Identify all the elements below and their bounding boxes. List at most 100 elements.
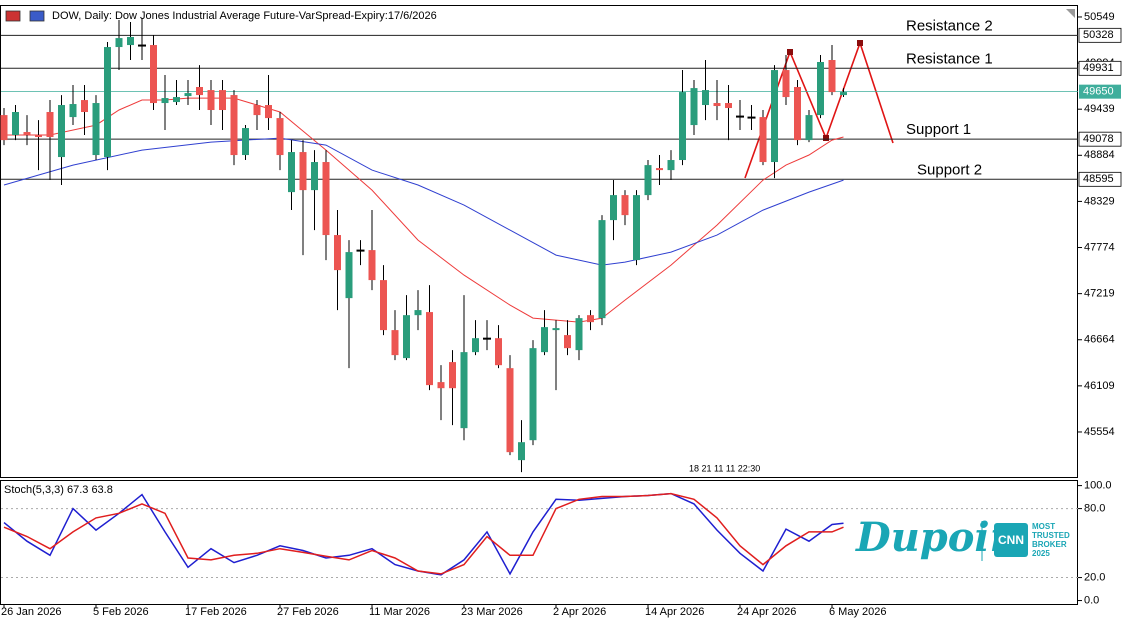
x-tick-label: 23 Mar 2026 bbox=[461, 606, 523, 618]
level-label: Resistance 1 bbox=[906, 50, 993, 67]
candle-body bbox=[69, 104, 77, 118]
candle-body bbox=[518, 442, 525, 461]
candle-body bbox=[345, 252, 353, 299]
x-tick-label: 14 Apr 2026 bbox=[645, 606, 704, 618]
candle-body bbox=[771, 70, 778, 163]
corner-marker bbox=[1066, 9, 1075, 18]
x-tick-label: 24 Apr 2026 bbox=[737, 606, 796, 618]
y-tick-label: 48884 bbox=[1084, 149, 1115, 161]
candle-body bbox=[633, 195, 640, 261]
candle-body bbox=[403, 315, 410, 359]
y-tick-label: 100.0 bbox=[1084, 480, 1112, 492]
stochastic-line bbox=[3, 492, 844, 575]
candle-body bbox=[713, 103, 721, 107]
candle-body bbox=[196, 87, 203, 96]
candle-body bbox=[242, 128, 249, 156]
candle-body bbox=[840, 92, 847, 96]
indicator-title: Stoch(5,3,3) 67.3 63.8 bbox=[4, 484, 113, 496]
candle-body bbox=[667, 160, 675, 171]
candle-body bbox=[736, 115, 744, 118]
candle-body bbox=[414, 310, 422, 316]
level-label: Resistance 2 bbox=[906, 17, 993, 34]
candle-body bbox=[564, 335, 571, 349]
level-price: 49078 bbox=[1083, 133, 1114, 145]
logo-line: BROKER bbox=[1032, 540, 1067, 549]
x-tick-label: 26 Jan 2026 bbox=[1, 606, 62, 618]
candle-body bbox=[621, 195, 629, 216]
candle-body bbox=[322, 162, 330, 236]
candle-body bbox=[426, 312, 433, 386]
candle-body bbox=[495, 338, 502, 366]
logo-badge: CNN bbox=[998, 533, 1024, 547]
candle-body bbox=[265, 105, 272, 119]
x-tick-label: 5 Feb 2026 bbox=[93, 606, 149, 618]
candle-body bbox=[506, 368, 514, 453]
y-tick-label: 45554 bbox=[1084, 426, 1115, 438]
candle-body bbox=[460, 352, 468, 429]
x-tick-label: 2 Apr 2026 bbox=[553, 606, 606, 618]
current-price: 49650 bbox=[1083, 86, 1114, 98]
candle-body bbox=[368, 250, 376, 281]
candle-body bbox=[679, 92, 686, 161]
candle-body bbox=[541, 327, 548, 353]
level-price: 49931 bbox=[1083, 62, 1114, 74]
candle-body bbox=[817, 61, 824, 116]
toolbar-icons bbox=[5, 10, 45, 22]
candle-body bbox=[759, 117, 767, 163]
candle-body bbox=[184, 93, 192, 97]
time-marker: 18 21 11 11 22:30 bbox=[689, 463, 760, 473]
candle-body bbox=[380, 280, 387, 331]
y-tick-label: 48329 bbox=[1084, 195, 1115, 207]
candle-body bbox=[805, 115, 813, 141]
candle-body bbox=[115, 38, 123, 48]
y-tick-label: 50549 bbox=[1084, 11, 1115, 23]
y-tick-label: 47219 bbox=[1084, 288, 1115, 300]
candle-body bbox=[391, 330, 399, 356]
candle-body bbox=[598, 220, 606, 319]
candle-body bbox=[356, 249, 365, 252]
y-tick-label: 20.0 bbox=[1084, 571, 1105, 583]
logo-line: 2025 bbox=[1032, 549, 1050, 558]
level-label: Support 2 bbox=[917, 161, 982, 178]
current-price-box bbox=[1079, 84, 1121, 99]
candle-body bbox=[702, 90, 709, 106]
y-tick-label: 0.0 bbox=[1084, 594, 1099, 606]
moving-average bbox=[4, 97, 844, 323]
candle-body bbox=[449, 362, 456, 389]
logo-line: MOST bbox=[1032, 522, 1055, 531]
x-tick-label: 11 Mar 2026 bbox=[369, 606, 430, 618]
candle-body bbox=[575, 318, 583, 351]
level-price: 48595 bbox=[1083, 173, 1114, 185]
candle-body bbox=[81, 100, 88, 113]
y-tick-label: 49439 bbox=[1084, 103, 1115, 115]
candle-body bbox=[276, 118, 284, 156]
candle-body bbox=[58, 105, 65, 158]
logo-brand: Dupoin bbox=[855, 514, 1019, 561]
y-tick-label: 46109 bbox=[1084, 380, 1115, 392]
candle-body bbox=[138, 44, 146, 47]
y-tick-label: 80.0 bbox=[1084, 502, 1105, 514]
candle-body bbox=[437, 382, 445, 389]
candle-body bbox=[127, 36, 134, 46]
candle-body bbox=[552, 328, 560, 331]
level-price-box bbox=[1078, 60, 1122, 76]
candle-body bbox=[334, 235, 341, 271]
x-tick-label: 27 Feb 2026 bbox=[277, 606, 339, 618]
x-tick-label: 6 May 2026 bbox=[829, 606, 886, 618]
candle-body bbox=[92, 103, 100, 156]
candle-body bbox=[610, 195, 617, 221]
candle-body bbox=[230, 95, 238, 156]
candle-body bbox=[288, 152, 295, 193]
x-tick-label: 17 Feb 2026 bbox=[185, 606, 247, 618]
candle-body bbox=[656, 168, 663, 171]
candle-body bbox=[207, 90, 215, 111]
candle-body bbox=[104, 47, 111, 158]
candle-body bbox=[46, 112, 54, 138]
candle-body bbox=[529, 348, 537, 441]
candle-body bbox=[23, 132, 31, 136]
chart-title: DOW, Daily: Dow Jones Industrial Average… bbox=[52, 10, 437, 22]
level-price: 50328 bbox=[1083, 29, 1114, 41]
indicator-panel bbox=[0, 480, 1078, 605]
candle-body bbox=[12, 112, 19, 136]
